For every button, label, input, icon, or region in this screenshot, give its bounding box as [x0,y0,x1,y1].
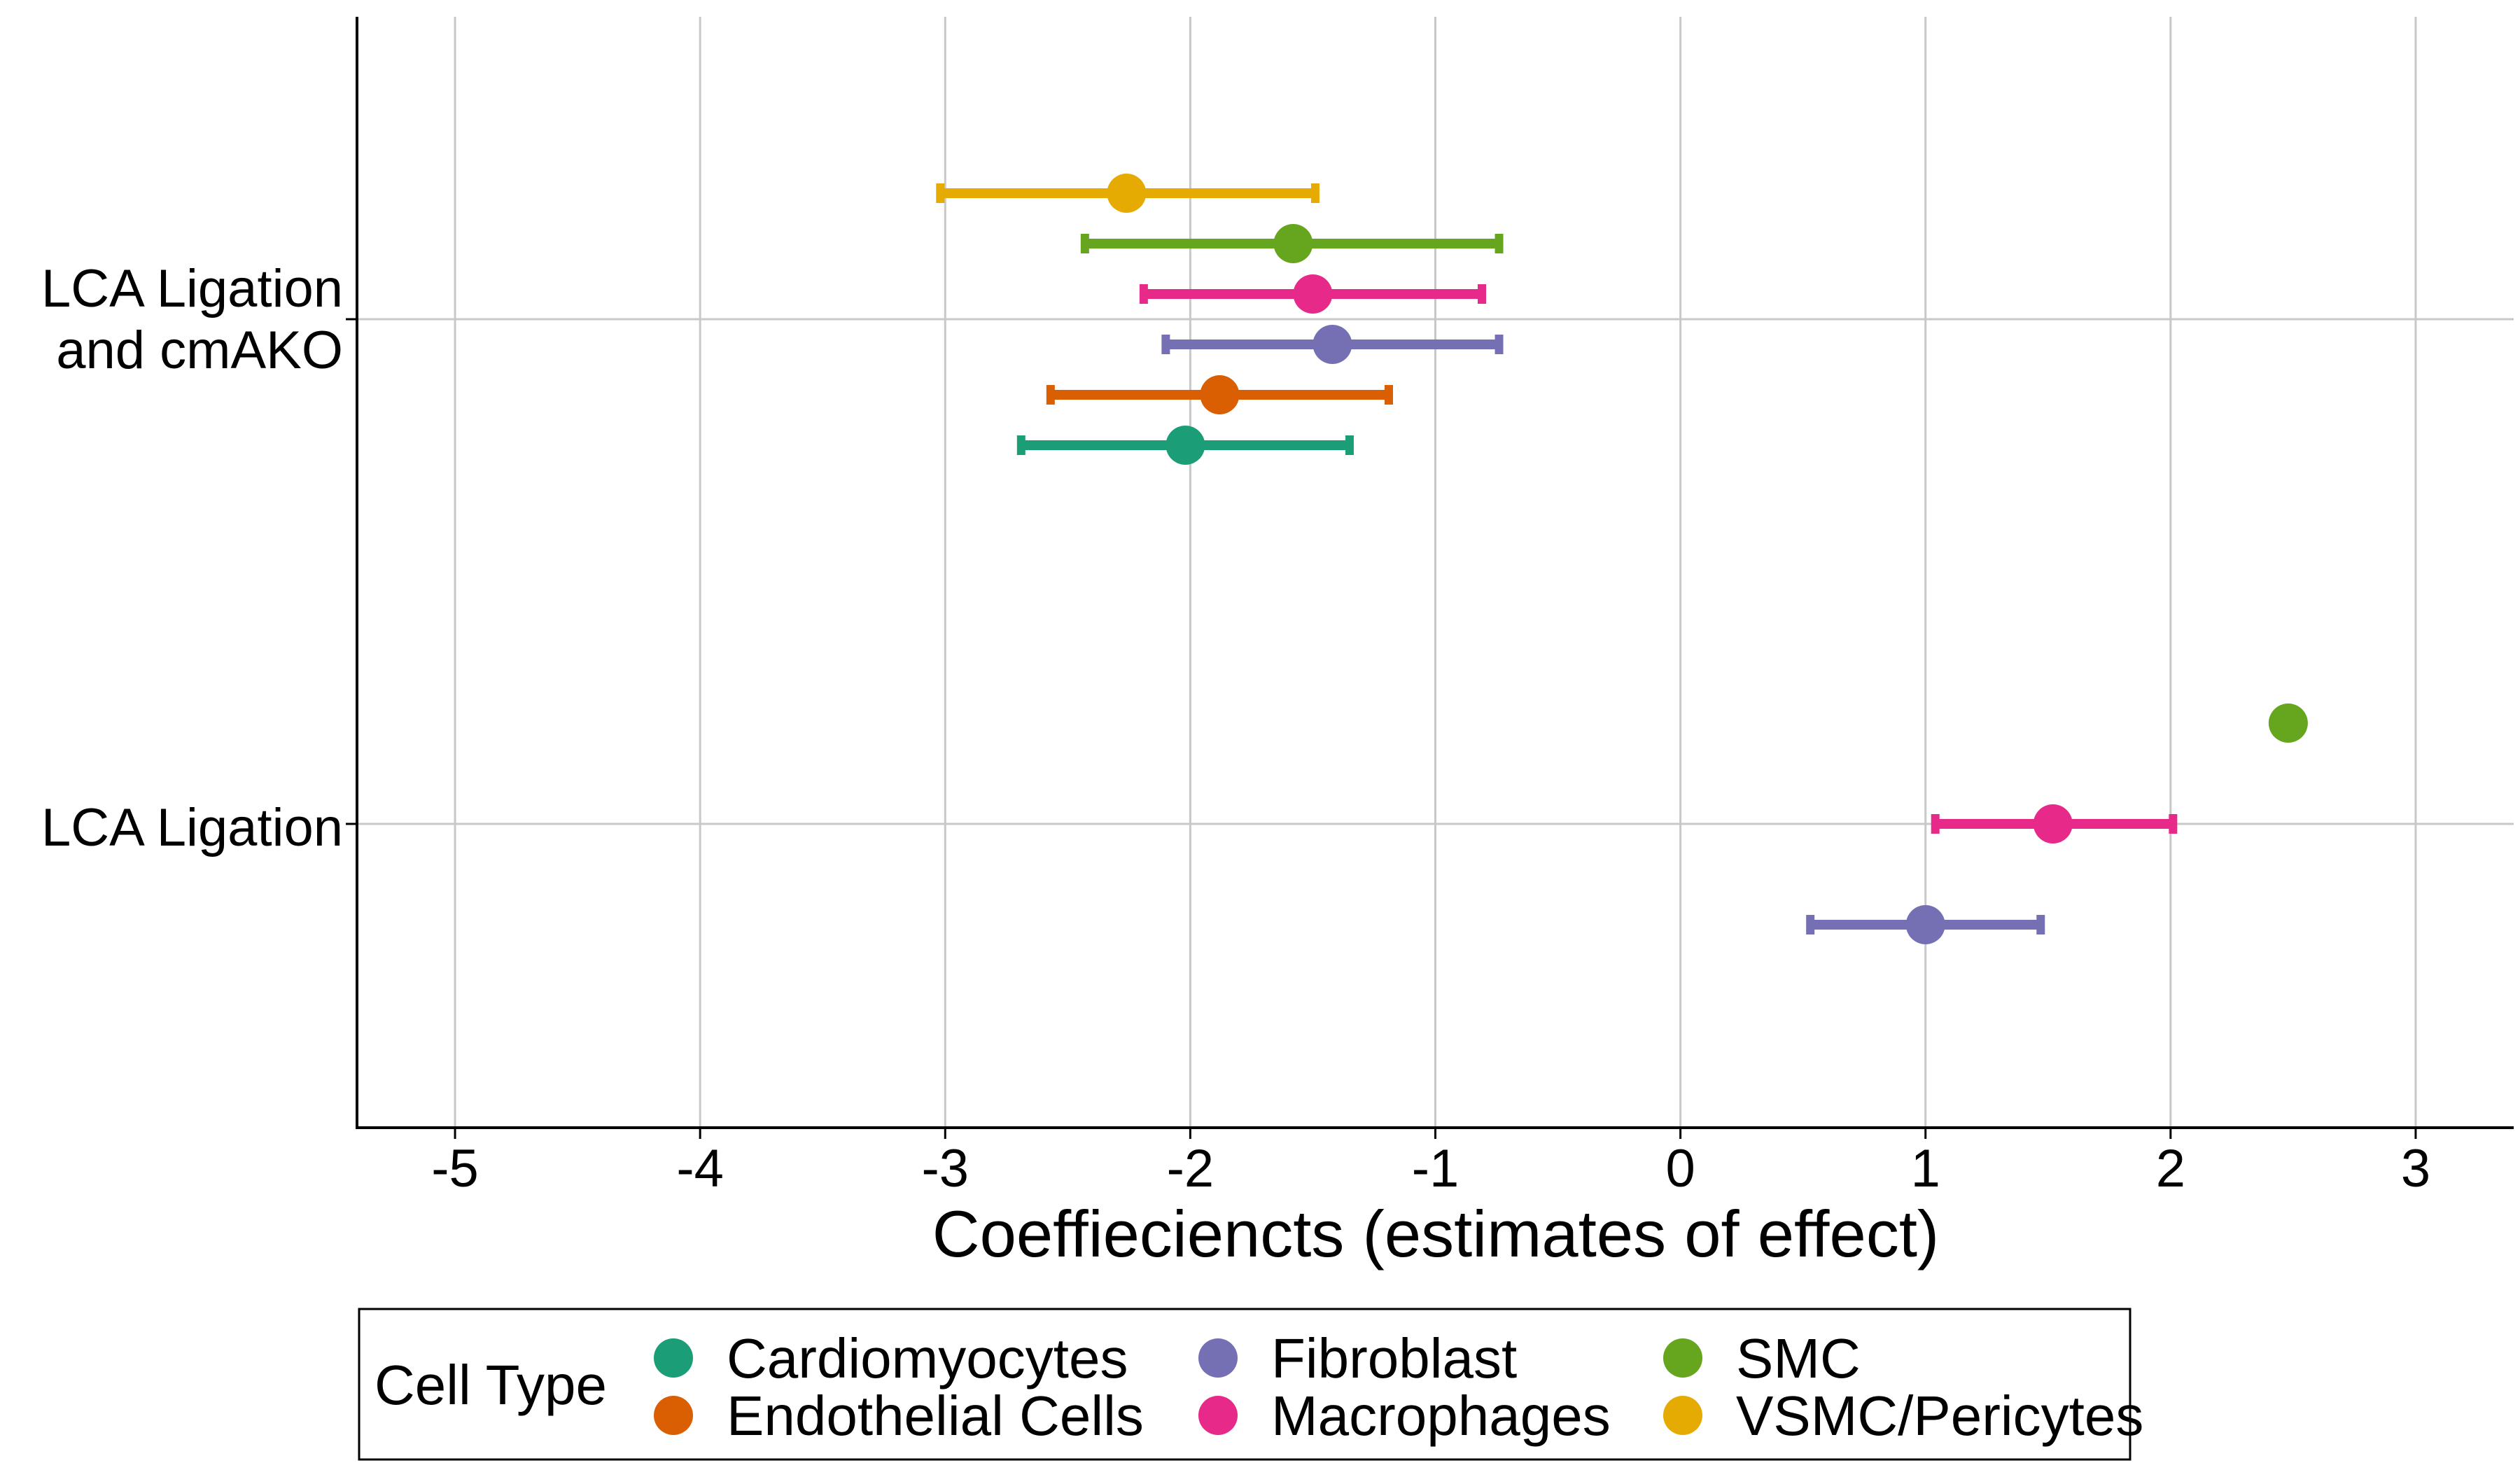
x-tick-label: 2 [2156,1139,2185,1198]
legend-label-fibroblast: Fibroblast [1271,1327,1517,1390]
endothelial-cells-lca_cmako-point [1200,375,1240,414]
macrophages-lca-point [2033,804,2073,844]
x-tick-labels: -5 -4 -3 -2 -1 0 1 2 3 [431,1128,2430,1198]
legend-label-vsmc-pericytes: VSMC/Pericytes [1736,1385,2143,1447]
legend-box [358,1308,2132,1461]
x-axis-title: Coeffieciencts (estimates of effect) [932,1197,1940,1270]
fibroblast-lca-point [1905,905,1945,944]
legend-swatch-smc [1663,1338,1702,1378]
x-tick-label: -5 [431,1139,479,1198]
fibroblast-lca_cmako-point [1312,325,1352,364]
smc-lca_cmako-point [1273,224,1313,263]
x-tick-label: -3 [921,1139,969,1198]
x-tick-label: -2 [1167,1139,1214,1198]
x-tick-label: 1 [1911,1139,1940,1198]
legend-swatch-endothelial-cells [654,1396,693,1435]
cardiomyocytes-lca_cmako-point [1166,426,1205,465]
legend-label-smc: SMC [1736,1327,1861,1390]
y-tick-label: LCA Ligation [41,798,343,858]
legend-label-macrophages: Macrophages [1271,1385,1611,1447]
data-marks [936,174,2308,944]
y-tick-label: and cmAKO [56,321,343,380]
legend-swatch-vsmc-pericytes [1663,1396,1702,1435]
grid-lines [357,17,2514,1128]
smc-lca-point [2268,704,2308,743]
legend-label-endothelial-cells: Endothelial Cells [727,1385,1144,1447]
macrophages-lca_cmako-point [1293,274,1333,314]
legend-swatch-macrophages [1198,1396,1238,1435]
x-tick-label: 0 [1665,1139,1695,1198]
x-tick-label: -4 [676,1139,724,1198]
legend-label-cardiomyocytes: Cardiomyocytes [727,1327,1128,1390]
legend-swatch-cardiomyocytes [654,1338,693,1378]
vsmc-pericytes-lca_cmako-point [1107,174,1147,213]
y-tick-label: LCA Ligation [41,259,343,318]
x-tick-label: -1 [1412,1139,1460,1198]
legend-swatch-fibroblast [1198,1338,1238,1378]
legend-title: Cell Type [374,1354,607,1416]
x-tick-label: 3 [2401,1139,2430,1198]
